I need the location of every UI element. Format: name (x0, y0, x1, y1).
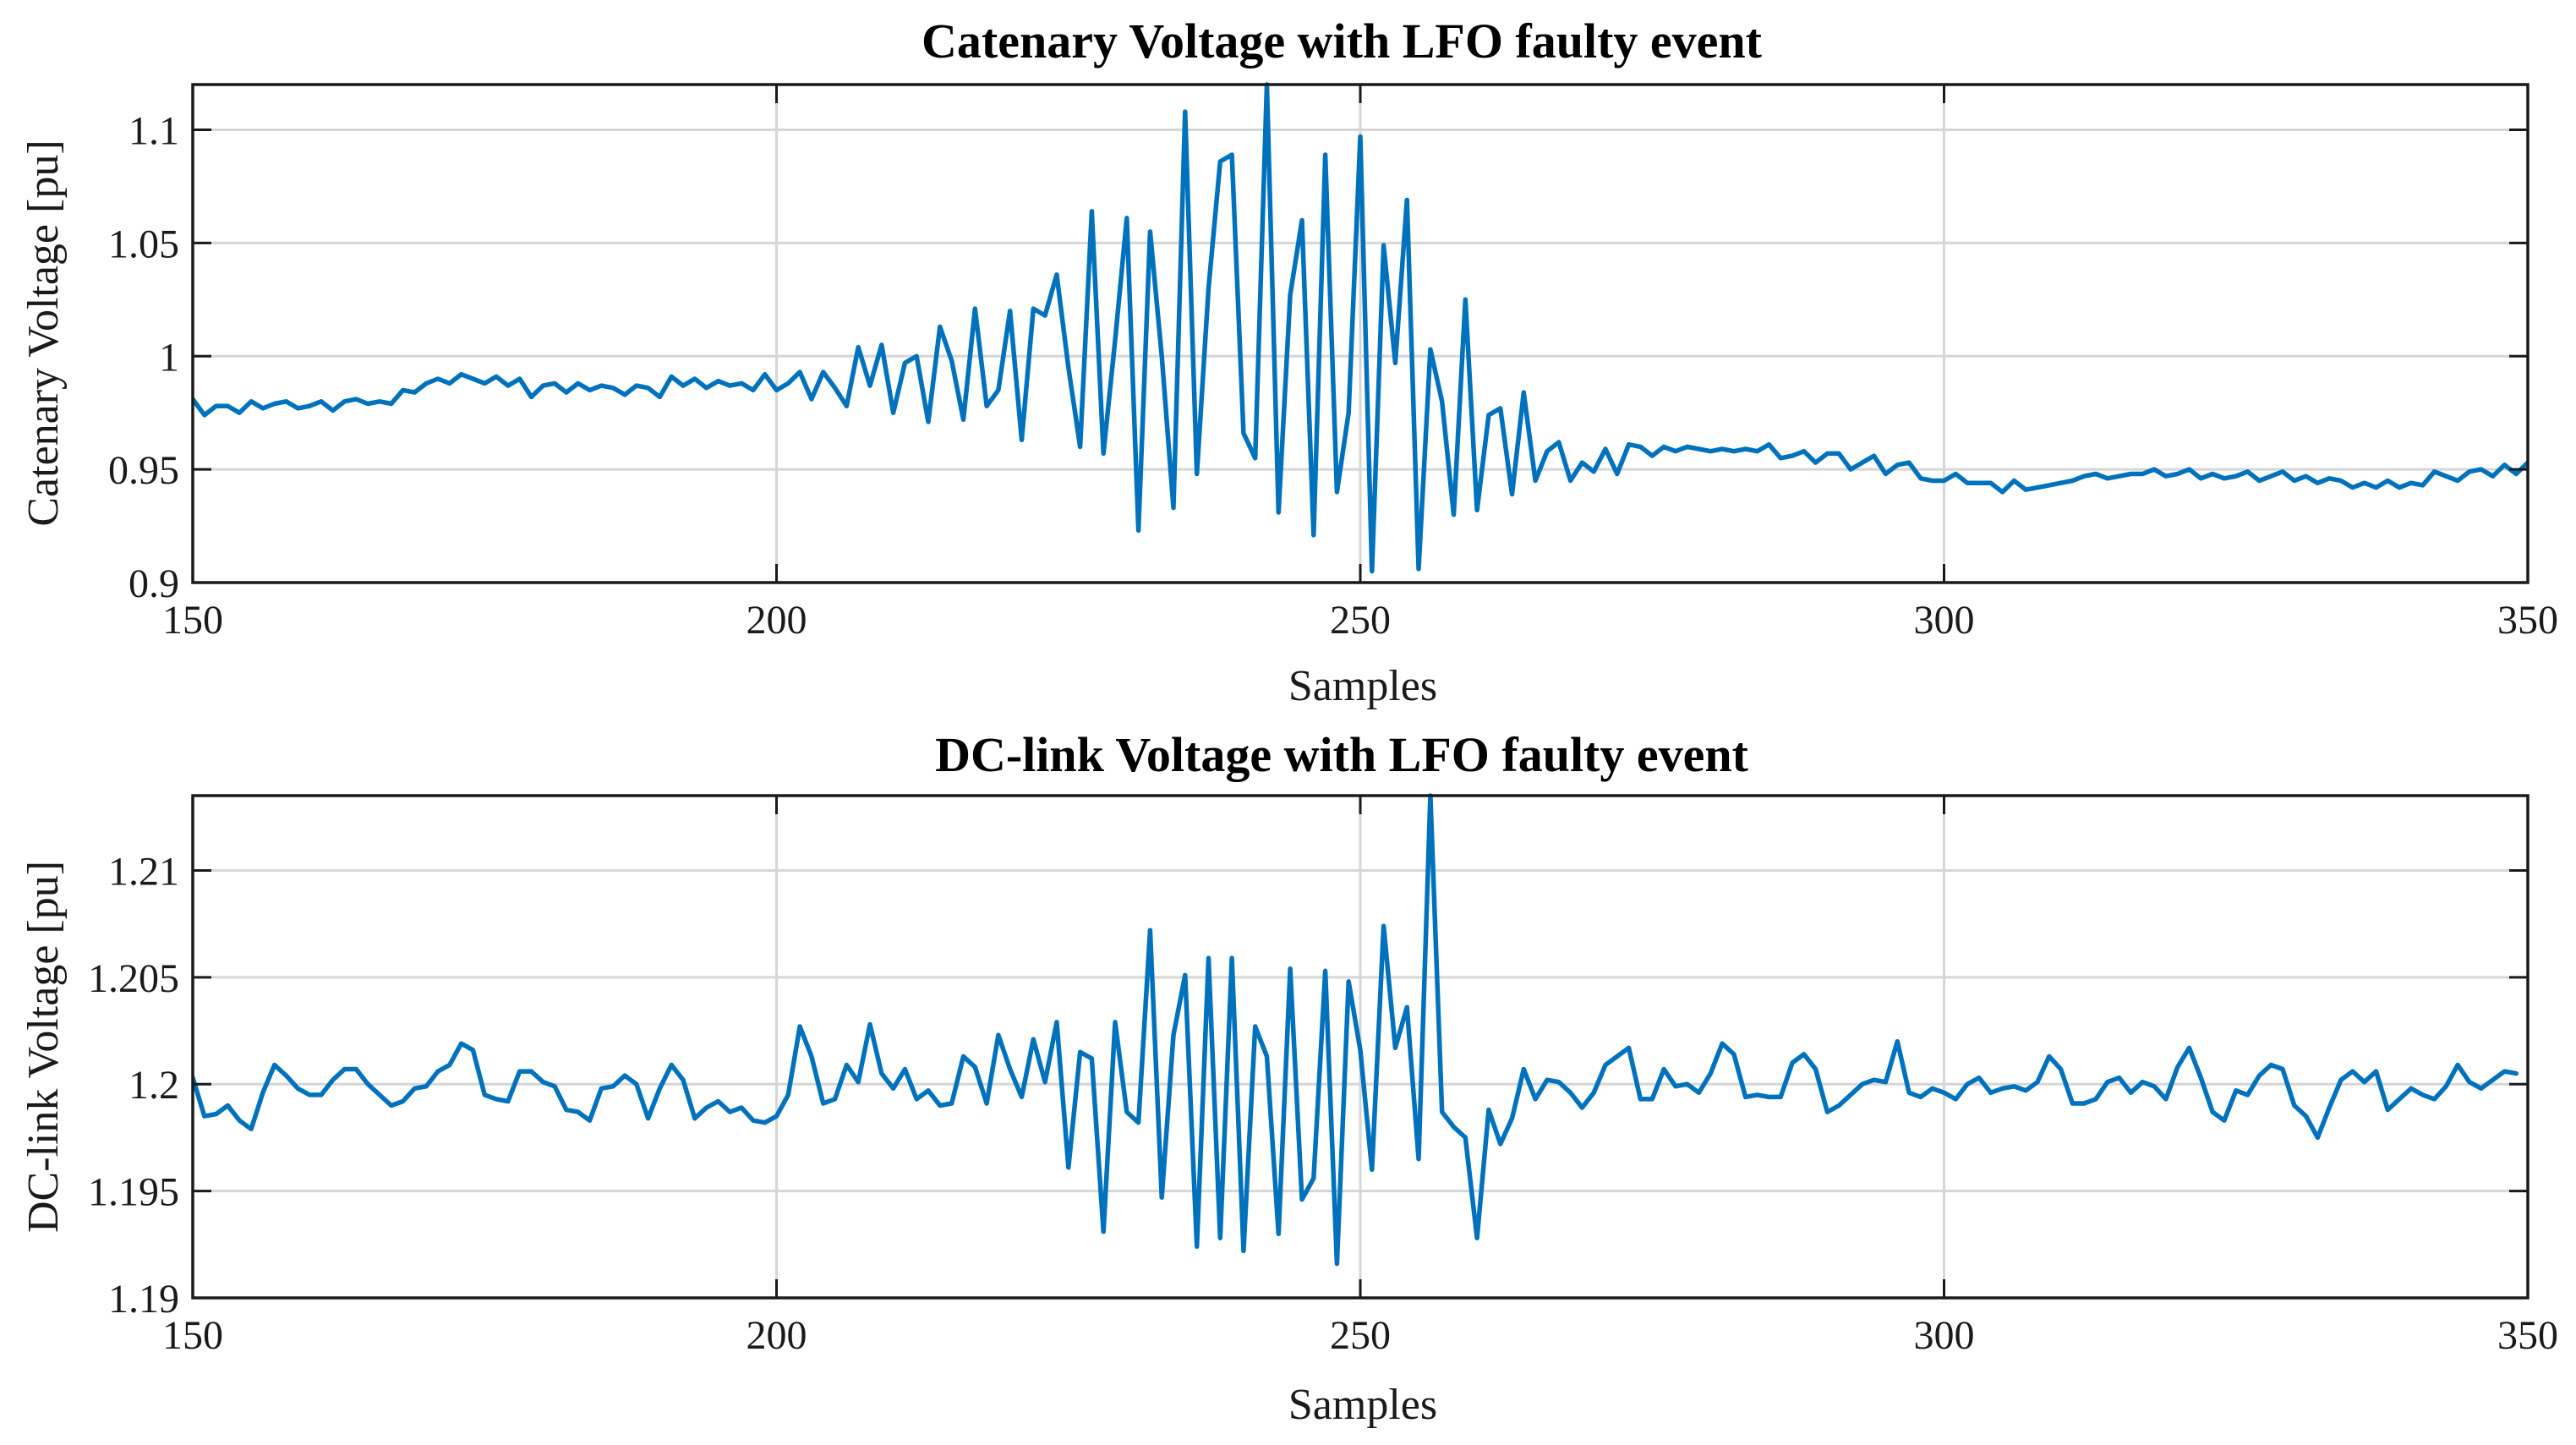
y-tick-labels: 1.19 1.195 1.2 1.205 1.21 (88, 849, 179, 1322)
x-tick-label: 250 (1330, 1313, 1391, 1358)
x-tick-label: 350 (2497, 1313, 2558, 1358)
y-tick-label: 1.21 (108, 849, 179, 894)
tick-marks (191, 85, 2530, 584)
y-tick-label: 1.1 (129, 109, 179, 154)
x-tick-label: 350 (2497, 598, 2558, 643)
gridlines (193, 796, 2528, 1298)
y-tick-labels: 0.9 0.95 1 1.05 1.1 (108, 109, 179, 606)
y-tick-label: 1.195 (88, 1170, 179, 1215)
x-tick-label: 150 (162, 598, 223, 643)
dc-link-voltage-chart: DC-link Voltage with LFO faulty event 15… (19, 727, 2558, 1429)
chart-title: DC-link Voltage with LFO faulty event (935, 727, 1749, 782)
series-line (193, 82, 2528, 574)
x-tick-label: 150 (162, 1313, 223, 1358)
y-tick-label: 1.205 (88, 956, 179, 1001)
tick-marks (191, 796, 2530, 1300)
y-axis-label: Catenary Voltage [pu] (19, 140, 68, 526)
y-tick-label: 0.95 (108, 448, 179, 493)
x-tick-labels: 150 200 250 300 350 (162, 1313, 2558, 1358)
y-axis-label: DC-link Voltage [pu] (19, 861, 68, 1233)
x-axis-label: Samples (1288, 1381, 1437, 1429)
y-tick-label: 1.05 (108, 222, 179, 266)
y-tick-label: 1.19 (108, 1277, 179, 1322)
chart-title: Catenary Voltage with LFO faulty event (922, 14, 1763, 68)
y-tick-label: 1.2 (129, 1063, 179, 1108)
data-series (193, 82, 2528, 574)
y-tick-label: 0.9 (129, 561, 179, 606)
y-tick-label: 1 (159, 335, 179, 380)
x-axis-label: Samples (1288, 662, 1437, 710)
gridlines (193, 85, 2528, 583)
x-tick-labels: 150 200 250 300 350 (162, 598, 2558, 643)
data-series (193, 793, 2519, 1267)
series-line (193, 793, 2519, 1267)
x-tick-label: 250 (1330, 598, 1391, 643)
x-tick-label: 300 (1914, 1313, 1975, 1358)
x-tick-label: 200 (747, 1313, 807, 1358)
catenary-voltage-chart: Catenary Voltage with LFO faulty event 1… (19, 14, 2558, 710)
x-tick-label: 200 (747, 598, 807, 643)
x-tick-label: 300 (1914, 598, 1975, 643)
